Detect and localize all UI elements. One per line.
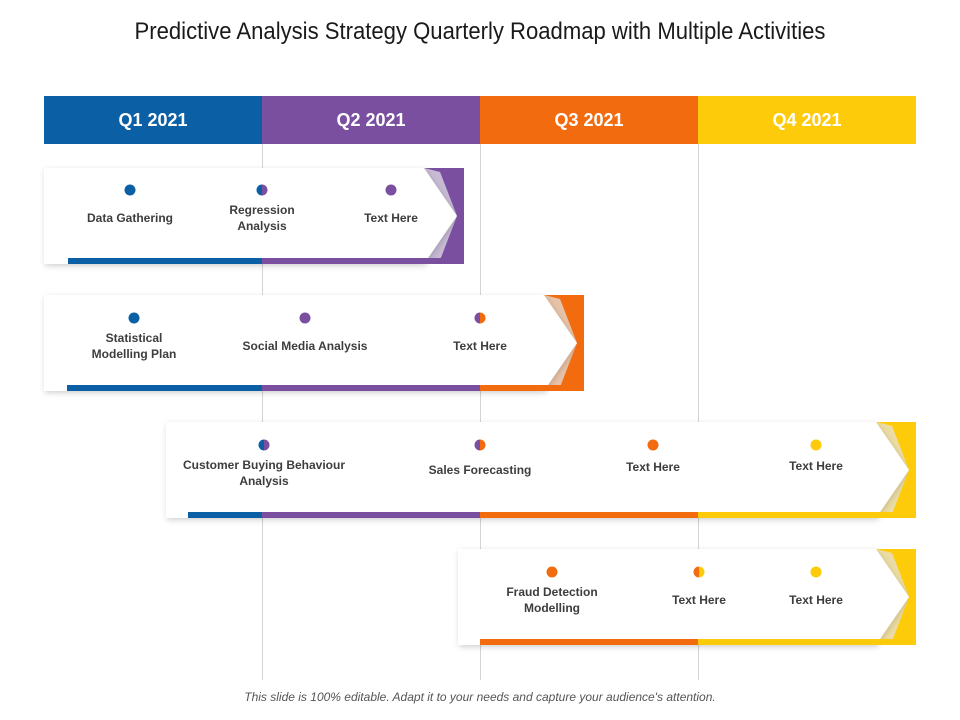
activity-label: Social Media Analysis: [242, 339, 368, 353]
activity-label: Regression Analysis: [229, 203, 295, 233]
activity-marker: [258, 439, 270, 451]
quarter-divider: [480, 144, 481, 680]
activity-marker: [474, 439, 486, 451]
activity-marker: [385, 184, 397, 196]
quarter-header-q3: Q3 2021: [480, 96, 698, 144]
quarter-header-q1: Q1 2021: [44, 96, 262, 144]
activity-marker: [693, 566, 705, 578]
activity-label: Text Here: [789, 459, 843, 473]
quarter-header-q4: Q4 2021: [698, 96, 916, 144]
activity-marker: [128, 312, 140, 324]
activity-marker: [256, 184, 268, 196]
activity-marker: [546, 566, 558, 578]
activity-marker: [810, 439, 822, 451]
activity-label: Fraud Detection Modelling: [506, 585, 598, 615]
activity-label: Statistical Modelling Plan: [91, 331, 177, 361]
footer-note: This slide is 100% editable. Adapt it to…: [244, 690, 716, 704]
activity-label: Text Here: [453, 339, 507, 353]
page-title: Predictive Analysis Strategy Quarterly R…: [134, 18, 826, 45]
activity-label: Text Here: [672, 593, 726, 607]
activity-label: Text Here: [789, 593, 843, 607]
activity-marker: [299, 312, 311, 324]
activity-marker: [647, 439, 659, 451]
activity-marker: [810, 566, 822, 578]
activity-label: Customer Buying Behaviour Analysis: [182, 458, 346, 488]
activity-marker: [474, 312, 486, 324]
activity-label: Data Gathering: [86, 211, 174, 225]
activity-label: Text Here: [364, 211, 418, 225]
activity-marker: [124, 184, 136, 196]
activity-label: Text Here: [626, 460, 680, 474]
quarter-divider: [262, 144, 263, 680]
quarter-header-q2: Q2 2021: [262, 96, 480, 144]
activity-label: Sales Forecasting: [428, 463, 532, 477]
quarter-divider: [698, 144, 699, 680]
